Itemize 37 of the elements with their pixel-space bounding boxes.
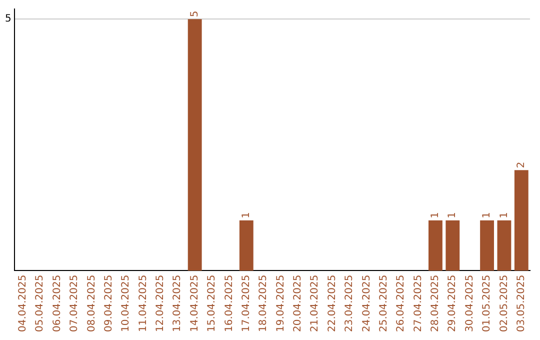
x-tick-label: 09.04.2025 (103, 274, 114, 332)
data-label: 1 (240, 212, 252, 218)
x-tick-label: 13.04.2025 (172, 274, 184, 332)
x-tick-label: 14.04.2025 (189, 274, 200, 332)
x-tick-label: 30.04.2025 (464, 274, 476, 332)
data-label: 2 (516, 162, 527, 168)
x-tick-label: 11.04.2025 (138, 274, 149, 332)
x-tick-label: 23.04.2025 (344, 274, 356, 332)
x-tick-label: 20.04.2025 (292, 274, 304, 332)
x-tick-label: 10.04.2025 (120, 274, 132, 332)
x-tick-label: 21.04.2025 (310, 274, 321, 332)
x-tick-label: 24.04.2025 (361, 274, 372, 332)
data-label: 1 (498, 212, 510, 218)
x-tick-label: 28.04.2025 (430, 274, 442, 332)
x-tick-label: 01.05.2025 (482, 274, 493, 332)
x-tick-label: 26.04.2025 (396, 274, 407, 332)
x-tick-label: 15.04.2025 (206, 274, 218, 332)
x-tick-label: 12.04.2025 (155, 274, 166, 332)
x-tick-label: 19.04.2025 (275, 274, 286, 332)
data-label: 1 (430, 212, 442, 218)
x-tick-label: 22.04.2025 (326, 274, 338, 332)
x-tick-label: 07.04.2025 (69, 274, 80, 332)
x-tick-label: 04.04.2025 (18, 274, 29, 332)
x-tick-label: 18.04.2025 (258, 274, 270, 332)
x-tick-label: 05.04.2025 (34, 274, 46, 332)
x-tick-label: 17.04.2025 (240, 274, 252, 332)
x-tick-label: 25.04.2025 (378, 274, 390, 332)
data-label: 1 (482, 212, 493, 218)
x-tick-label: 29.04.2025 (447, 274, 458, 332)
data-label: 5 (189, 10, 200, 18)
x-tick-label: 06.04.2025 (52, 274, 63, 332)
x-tick-label: 02.05.2025 (498, 274, 510, 332)
data-label: 1 (447, 212, 458, 218)
x-tick-label: 27.04.2025 (412, 274, 424, 332)
x-tick-label: 08.04.2025 (86, 274, 98, 332)
x-tick-label: 03.05.2025 (516, 274, 527, 332)
x-tick-label: 16.04.2025 (224, 274, 235, 332)
